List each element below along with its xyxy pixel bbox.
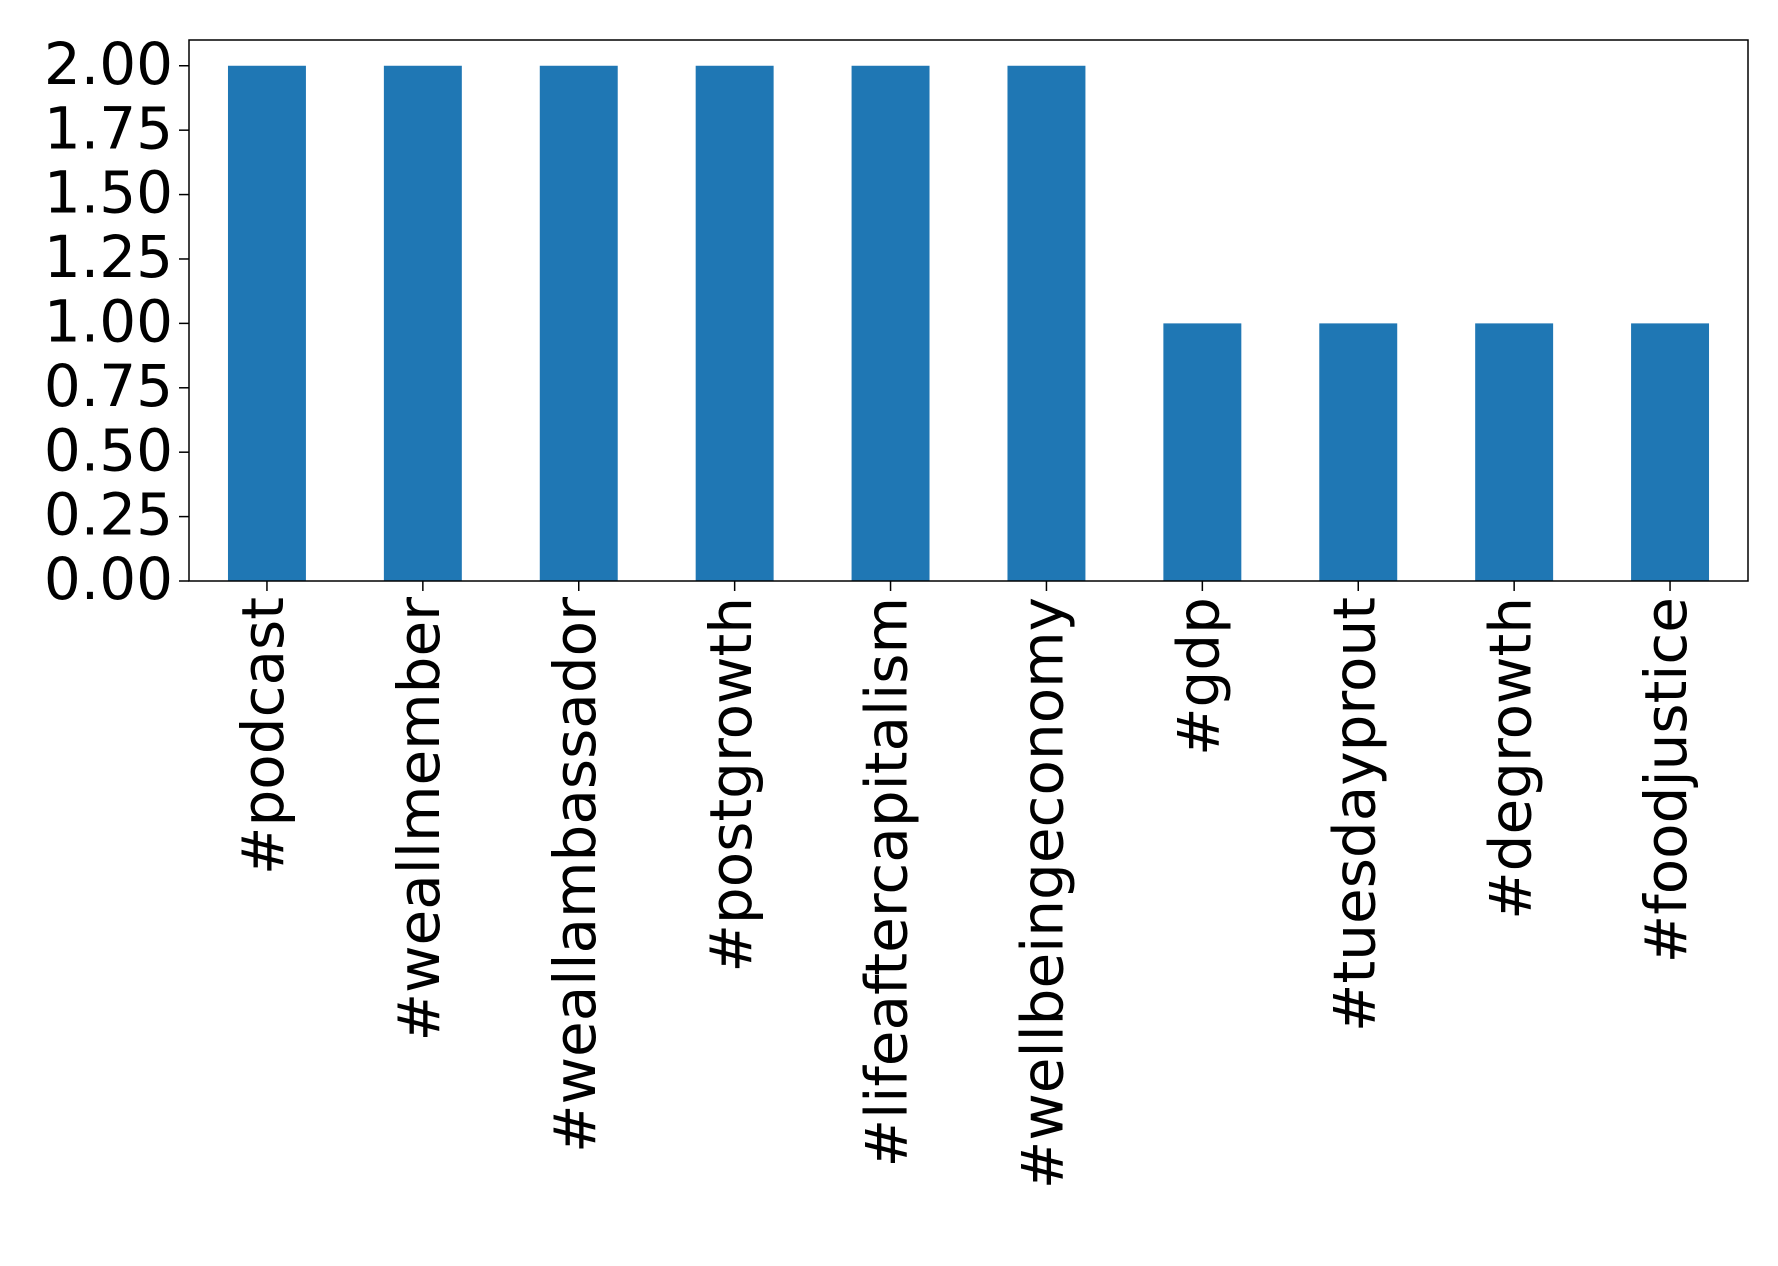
bar xyxy=(695,65,774,581)
x-tick-label: #weallambassador xyxy=(541,597,609,1153)
y-tick-label: 1.25 xyxy=(44,223,173,291)
bar xyxy=(1631,323,1710,581)
bar xyxy=(851,65,930,581)
y-tick-label: 0.00 xyxy=(44,545,173,613)
x-tick-label: #gdp xyxy=(1164,597,1232,756)
x-tick-label: #podcast xyxy=(229,597,297,875)
x-tick-label: #tuesdayprout xyxy=(1320,597,1388,1032)
x-tick-label: #wellbeingeconomy xyxy=(1009,597,1077,1189)
x-tick-label: #lifeaftercapitalism xyxy=(853,597,921,1167)
x-tick-label: #postgrowth xyxy=(697,597,765,973)
y-tick-label: 0.25 xyxy=(44,481,173,549)
plot-frame xyxy=(188,39,1749,582)
bar xyxy=(227,65,306,581)
y-tick-label: 0.50 xyxy=(44,416,173,484)
bar xyxy=(383,65,462,581)
y-tick-label: 0.75 xyxy=(44,352,173,420)
y-tick-label: 1.50 xyxy=(44,159,173,227)
bar xyxy=(1475,323,1554,581)
y-tick-label: 1.00 xyxy=(44,287,173,355)
y-tick-label: 2.00 xyxy=(44,30,173,98)
x-tick-label: #weallmember xyxy=(385,597,453,1042)
y-tick-label: 1.75 xyxy=(44,94,173,162)
bar xyxy=(1007,65,1086,581)
bar xyxy=(1319,323,1398,581)
bar xyxy=(1163,323,1242,581)
x-tick-label: #foodjustice xyxy=(1632,597,1700,963)
x-tick-label: #degrowth xyxy=(1476,597,1544,920)
bar xyxy=(539,65,618,581)
